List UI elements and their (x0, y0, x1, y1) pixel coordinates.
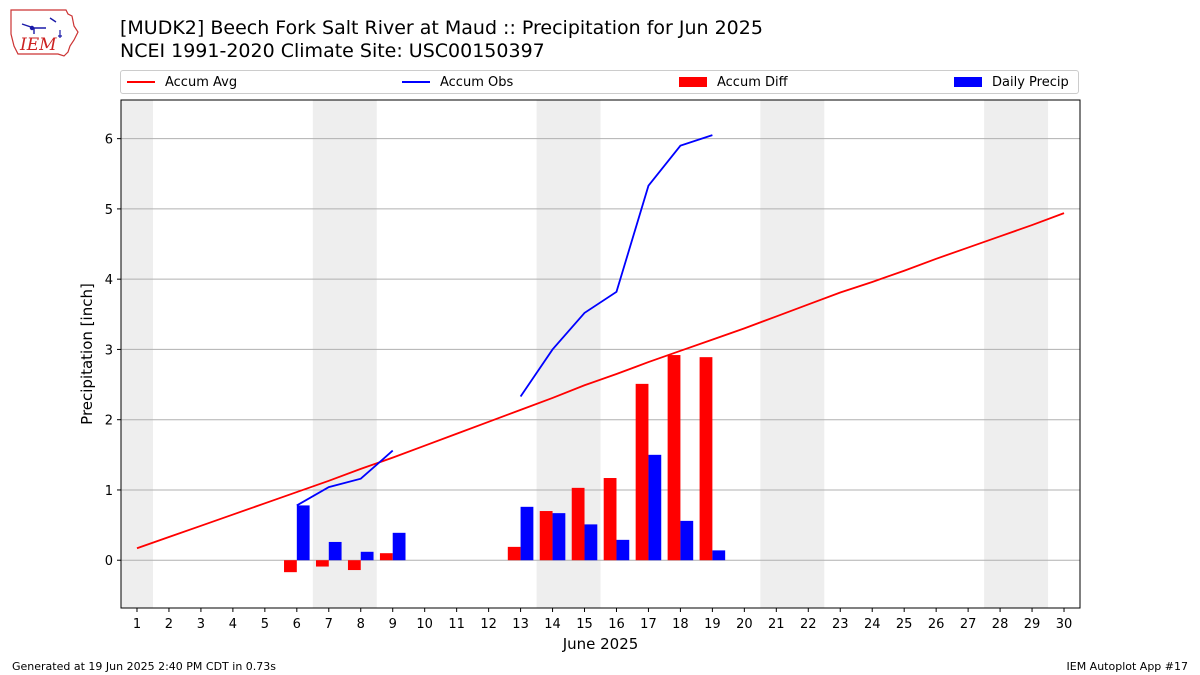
daily-precip-bar (296, 505, 310, 561)
x-tick-label: 12 (480, 617, 497, 632)
y-tick-label: 0 (105, 554, 113, 569)
y-axis-label: Precipitation [inch] (78, 283, 96, 425)
weekend-band (121, 100, 153, 608)
x-axis-label: June 2025 (562, 635, 639, 653)
legend-swatch-accum-obs (402, 81, 430, 83)
footer-generated: Generated at 19 Jun 2025 2:40 PM CDT in … (12, 660, 277, 673)
x-tick-label: 27 (960, 617, 977, 632)
accum-diff-bar (284, 560, 297, 573)
chart-title: [MUDK2] Beech Fork Salt River at Maud ::… (120, 17, 763, 39)
legend-label-accum-diff: Accum Diff (717, 74, 788, 90)
x-tick-label: 7 (325, 617, 333, 632)
accum-diff-bar (539, 511, 553, 561)
daily-precip-bar (520, 506, 534, 561)
x-tick-label: 8 (357, 617, 365, 632)
iem-logo: IEM (10, 9, 79, 57)
accum-diff-bar (667, 355, 681, 561)
daily-precip-bar (712, 550, 726, 561)
accum-diff-bar (699, 357, 713, 561)
x-tick-label: 5 (261, 617, 269, 632)
x-tick-label: 26 (928, 617, 945, 632)
x-tick-label: 11 (448, 617, 465, 632)
accum-diff-bar (635, 383, 649, 561)
legend-item-daily-precip: Daily Precip (954, 71, 1069, 93)
accum-diff-bar (571, 487, 585, 561)
plot-frame (120, 99, 1081, 609)
x-tick-label: 4 (229, 617, 237, 632)
legend-label-accum-avg: Accum Avg (165, 74, 238, 90)
daily-precip-bar (616, 539, 630, 561)
y-tick-label: 3 (105, 343, 113, 358)
y-tick-label: 1 (105, 484, 113, 499)
daily-precip-bar (584, 524, 598, 561)
y-tick-label: 5 (105, 203, 113, 218)
accum-diff-bar (603, 478, 617, 561)
weekend-band (984, 100, 1049, 608)
daily-precip-bar (648, 454, 662, 561)
x-tick-label: 29 (1024, 617, 1041, 632)
accum-diff-bar (315, 560, 329, 567)
daily-precip-bar (360, 551, 374, 561)
legend: Accum Avg Accum Obs Accum Diff Daily Pre… (120, 70, 1079, 94)
legend-label-daily-precip: Daily Precip (992, 74, 1069, 90)
y-tick-label: 4 (105, 273, 113, 288)
accum-diff-bar (379, 553, 393, 561)
legend-swatch-accum-avg (127, 81, 155, 83)
x-tick-label: 14 (544, 617, 561, 632)
x-tick-label: 10 (416, 617, 433, 632)
accum-diff-bar (347, 560, 361, 571)
x-tick-label: 22 (800, 617, 817, 632)
x-tick-label: 20 (736, 617, 753, 632)
x-tick-label: 19 (704, 617, 721, 632)
x-tick-label: 15 (576, 617, 593, 632)
x-tick-label: 28 (992, 617, 1009, 632)
x-tick-label: 21 (768, 617, 785, 632)
gridlines (121, 138, 1080, 561)
accum-avg-line (136, 212, 1065, 550)
x-tick-label: 16 (608, 617, 625, 632)
accum-obs-line (296, 449, 394, 507)
weekend-band (760, 100, 825, 608)
daily-precip-bar (552, 513, 566, 561)
x-tick-label: 9 (389, 617, 397, 632)
daily-precip-bar (328, 541, 342, 561)
legend-item-accum-diff: Accum Diff (679, 71, 788, 93)
legend-swatch-accum-diff (679, 77, 707, 87)
daily-precip-bar (392, 532, 406, 561)
x-tick-label: 18 (672, 617, 689, 632)
accum-obs-line (519, 134, 713, 398)
lines (136, 134, 1065, 550)
bars (284, 355, 726, 573)
x-tick-label: 30 (1056, 617, 1073, 632)
x-tick-label: 1 (133, 617, 141, 632)
x-tick-label: 23 (832, 617, 849, 632)
x-tick-label: 2 (165, 617, 173, 632)
x-tick-label: 25 (896, 617, 913, 632)
accum-diff-bar (507, 546, 521, 561)
y-tick-label: 2 (105, 414, 113, 429)
weekend-band (312, 100, 377, 608)
logo-text: IEM (19, 35, 57, 55)
chart-subtitle: NCEI 1991-2020 Climate Site: USC00150397 (120, 40, 545, 62)
daily-precip-bar (680, 520, 694, 561)
legend-label-accum-obs: Accum Obs (440, 74, 514, 90)
x-tick-label: 3 (197, 617, 205, 632)
legend-item-accum-avg: Accum Avg (127, 71, 237, 93)
footer-app: IEM Autoplot App #17 (1066, 660, 1189, 673)
y-tick-label: 6 (105, 133, 113, 148)
legend-item-accum-obs: Accum Obs (402, 71, 513, 93)
x-tick-label: 6 (293, 617, 301, 632)
legend-swatch-daily-precip (954, 77, 982, 87)
x-tick-label: 13 (512, 617, 529, 632)
x-tick-label: 17 (640, 617, 657, 632)
x-tick-label: 24 (864, 617, 881, 632)
